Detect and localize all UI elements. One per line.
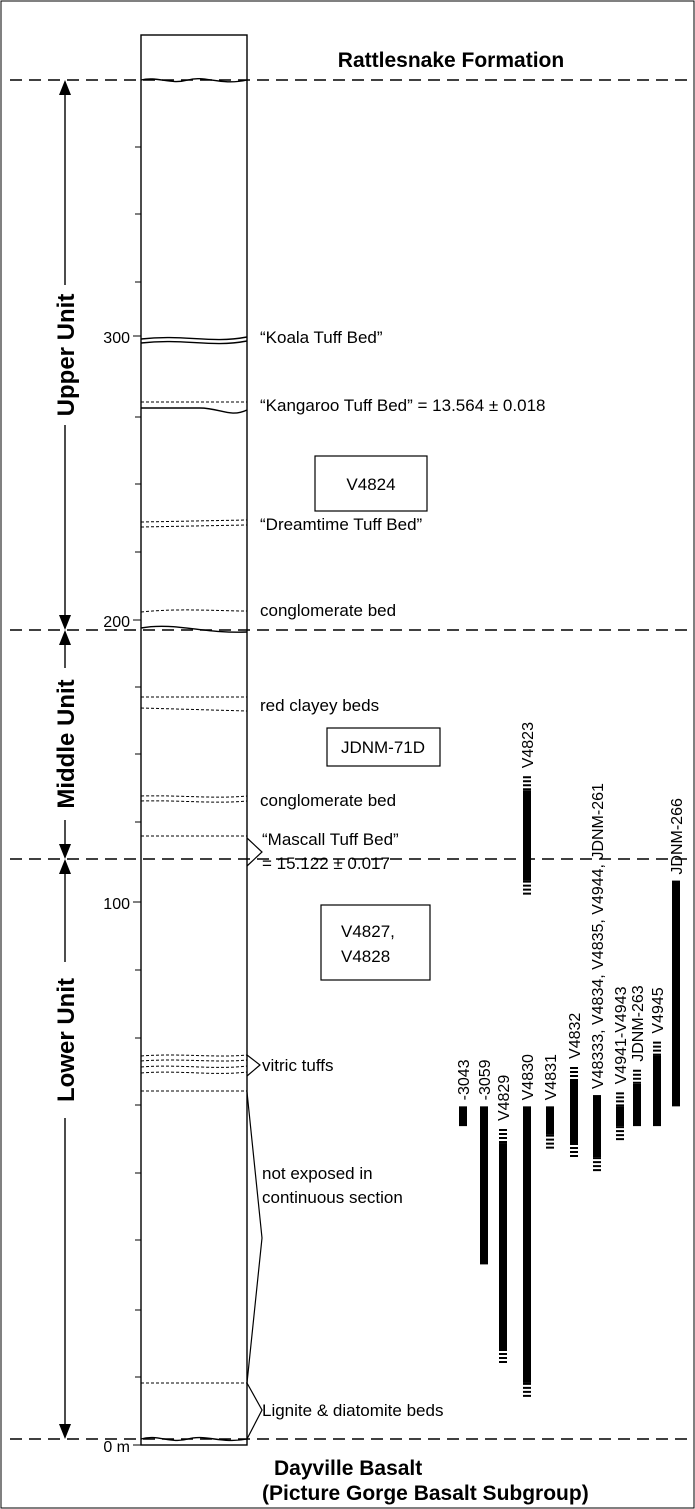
range-bar: [480, 1106, 488, 1265]
range-bar-label: -3059: [477, 1059, 494, 1100]
not-exposed-label-1: not exposed in: [262, 1164, 373, 1183]
range-bar-label: V4945: [650, 987, 667, 1033]
range-bar: [499, 1143, 507, 1350]
mascall-tuff-label: “Mascall Tuff Bed”: [262, 830, 399, 849]
range-bar-label: V4829: [496, 1075, 513, 1121]
conglomerate-lower-label: conglomerate bed: [260, 791, 396, 810]
lignite-bracket: [246, 1382, 263, 1440]
brackets: [246, 837, 263, 1440]
svg-text:V4827,: V4827,: [341, 922, 395, 941]
rattlesnake-formation-label: Rattlesnake Formation: [338, 49, 564, 72]
svg-text:V4824: V4824: [346, 475, 395, 494]
range-bar: [672, 880, 680, 1107]
stratigraphic-column: [140, 34, 248, 1446]
upper-unit-label: Upper Unit: [53, 294, 80, 417]
middle-unit-label: Middle Unit: [53, 679, 80, 808]
range-bar: [523, 1106, 531, 1383]
range-bar: [593, 1095, 601, 1158]
mascall-age-label: = 15.122 ± 0.017: [262, 854, 390, 873]
scale-label-200: 200: [103, 614, 130, 631]
range-bar-label: V4832: [567, 1013, 584, 1059]
vitric-bracket: [246, 1054, 261, 1077]
scale-ticks: [133, 146, 141, 1446]
kangaroo-tuff-label: “Kangaroo Tuff Bed” = 13.564 ± 0.018: [260, 396, 545, 415]
dayville-basalt-label: Dayville Basalt: [274, 1457, 422, 1480]
range-bar: [570, 1080, 578, 1144]
range-bar-label: -3043: [456, 1059, 473, 1100]
arrow-heads: [59, 80, 71, 1439]
red-clayey-label: red clayey beds: [260, 696, 379, 715]
conglomerate-upper-label: conglomerate bed: [260, 601, 396, 620]
not-exposed-bracket: [246, 1091, 263, 1384]
svg-text:V4828: V4828: [341, 947, 390, 966]
svg-text:JDNM-71D: JDNM-71D: [341, 738, 425, 757]
koala-tuff-label: “Koala Tuff Bed”: [260, 328, 383, 347]
range-bar-label: V48333, V4834, V4835, V4944, JDNM-261: [590, 783, 607, 1089]
scale-label-0: 0 m: [103, 1439, 130, 1456]
scale-label-300: 300: [103, 330, 130, 347]
range-bars: -3043 -3059 V4829 V4830 V4831 V4832 V48333, V4…: [456, 722, 686, 1397]
range-bar-label: V4941-V4943: [613, 986, 630, 1084]
lower-unit-label: Lower Unit: [53, 978, 80, 1102]
range-bar-label: V4831: [543, 1054, 560, 1100]
range-bar-label: JDNM-266: [669, 798, 686, 875]
locality-box-lower: V4827, V4828: [320, 904, 431, 981]
range-bar: [633, 1083, 641, 1127]
locality-box-upper: V4824: [314, 455, 428, 512]
range-bar-label: JDNM-263: [630, 985, 647, 1062]
lignite-label: Lignite & diatomite beds: [262, 1401, 443, 1420]
range-bar: [546, 1106, 554, 1135]
not-exposed-label-2: continuous section: [262, 1188, 403, 1207]
range-bar: [616, 1106, 624, 1127]
locality-box-middle: JDNM-71D: [326, 727, 441, 767]
minor-beds: [140, 401, 248, 1384]
picture-gorge-label: (Picture Gorge Basalt Subgroup): [262, 1482, 589, 1505]
range-bar: [653, 1055, 661, 1127]
mascall-bracket: [246, 837, 263, 867]
vitric-tuffs-label: vitric tuffs: [262, 1056, 333, 1075]
range-bar-label: V4830: [520, 1054, 537, 1100]
range-bar: [459, 1106, 467, 1127]
range-bar: [523, 790, 531, 881]
unconformities: [140, 78, 248, 1442]
range-bar-label: V4823: [520, 722, 537, 768]
dreamtime-tuff-label: “Dreamtime Tuff Bed”: [260, 515, 423, 534]
scale-label-100: 100: [103, 896, 130, 913]
